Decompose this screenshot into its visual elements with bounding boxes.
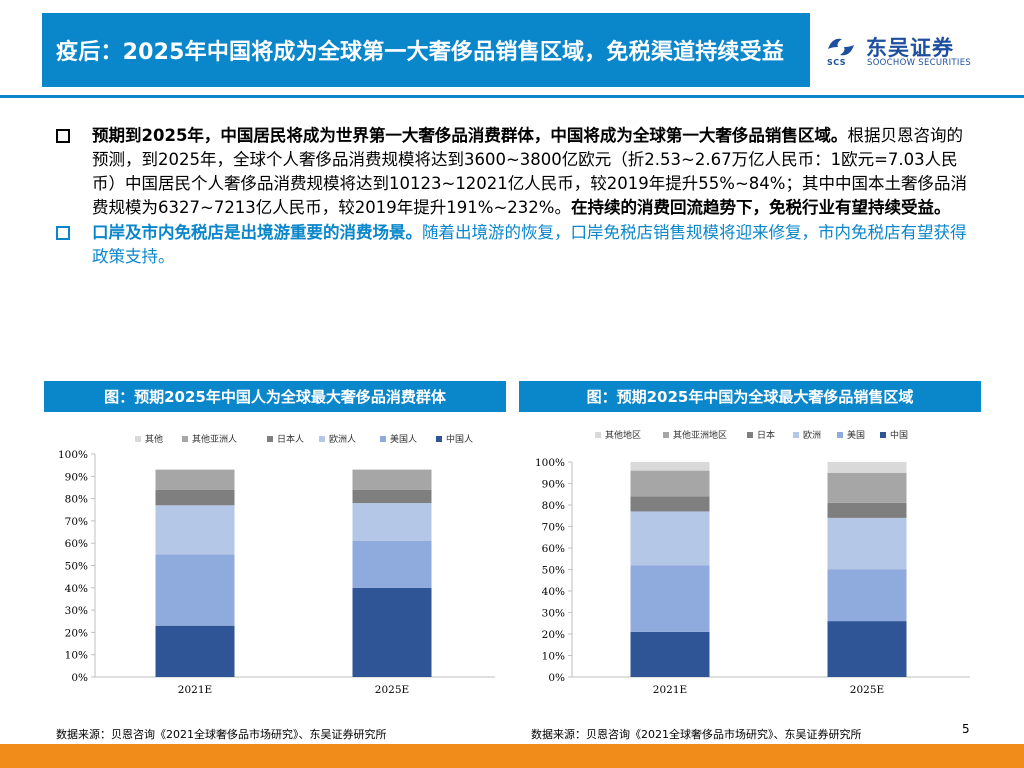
legend-label: 美国人 bbox=[390, 433, 417, 445]
figure-source-right: 数据来源：贝恩咨询《2021全球奢侈品市场研究》、东吴证券研究所 bbox=[531, 728, 862, 741]
bar-segment bbox=[827, 472, 907, 503]
bar-segment bbox=[352, 489, 432, 504]
legend-label: 其他亚洲地区 bbox=[673, 429, 727, 441]
bullet-lead: 预期到2025年，中国居民将成为世界第一大奢侈品消费群体，中国将成为全球第一大奢… bbox=[92, 126, 848, 145]
bar-segment bbox=[352, 503, 432, 541]
logo-name-cn: 东吴证券 bbox=[866, 36, 954, 60]
y-tick-label: 60% bbox=[542, 543, 565, 555]
y-tick-label: 80% bbox=[65, 494, 88, 506]
bullet-item: 口岸及市内免税店是出境游重要的消费场景。随着出境游的恢复，口岸免税店销售规模将迎… bbox=[56, 221, 976, 269]
chart-sales-region: 其他地区 其他亚洲地区 日本 欧洲 美国 中国 0% 10% 20% 30% 40% 50% 60% 70… bbox=[535, 429, 970, 696]
bar-segment bbox=[827, 502, 907, 518]
legend-swatch bbox=[793, 432, 799, 438]
legend-label: 中国 bbox=[890, 429, 908, 441]
page-number: 5 bbox=[962, 722, 970, 736]
figure-title-right: 图：预期2025年中国为全球最大奢侈品销售区域 bbox=[519, 381, 981, 412]
legend-swatch bbox=[380, 436, 386, 442]
company-logo: SCS 东吴证券 SOOCHOW SECURITIES bbox=[822, 30, 1002, 76]
bar-segment bbox=[155, 505, 235, 555]
bar-segment bbox=[155, 489, 235, 506]
bullet-item: 预期到2025年，中国居民将成为世界第一大奢侈品消费群体，中国将成为全球第一大奢… bbox=[56, 124, 976, 220]
bar-segment bbox=[827, 517, 907, 570]
legend-label: 美国 bbox=[847, 429, 865, 441]
bar-segment bbox=[155, 469, 235, 490]
y-tick-label: 90% bbox=[542, 479, 565, 491]
y-tick-label: 70% bbox=[65, 516, 88, 528]
y-tick-label: 30% bbox=[65, 605, 88, 617]
x-tick-label: 2021E bbox=[653, 684, 687, 696]
bar-segment bbox=[352, 587, 432, 677]
bar-segment bbox=[155, 625, 235, 677]
bar-segment bbox=[352, 540, 432, 588]
page-title: 疫后：2025年中国将成为全球第一大奢侈品销售区域，免税渠道持续受益 bbox=[56, 40, 785, 65]
legend-label: 其他 bbox=[145, 433, 163, 445]
legend-swatch bbox=[436, 436, 442, 442]
bar-segment bbox=[630, 470, 710, 497]
legend-swatch bbox=[880, 432, 886, 438]
y-tick-label: 30% bbox=[542, 608, 565, 620]
legend-swatch bbox=[182, 436, 188, 442]
x-tick-label: 2025E bbox=[375, 684, 409, 696]
bullet-body: 随着出境游的恢复，口岸免税店销售规模将迎来修复，市内免税店有望获得政策支持。 bbox=[92, 223, 967, 266]
bar-segment bbox=[827, 462, 907, 473]
y-tick-label: 50% bbox=[65, 561, 88, 573]
legend-swatch bbox=[663, 432, 669, 438]
legend-label: 日本 bbox=[757, 429, 775, 441]
y-tick-label: 40% bbox=[542, 586, 565, 598]
x-tick-label: 2025E bbox=[850, 684, 884, 696]
header-divider bbox=[0, 95, 1024, 98]
bar-segment bbox=[630, 511, 710, 566]
legend-swatch bbox=[837, 432, 843, 438]
bullet-tail: 在持续的消费回流趋势下，免税行业有望持续受益。 bbox=[570, 198, 951, 217]
bullet-list: 预期到2025年，中国居民将成为世界第一大奢侈品消费群体，中国将成为全球第一大奢… bbox=[56, 124, 976, 269]
figure-source-left: 数据来源：贝恩咨询《2021全球奢侈品市场研究》、东吴证券研究所 bbox=[56, 728, 387, 741]
logo-mark-icon bbox=[828, 38, 854, 56]
footer-bar bbox=[0, 744, 1024, 768]
logo-name-en: SOOCHOW SECURITIES bbox=[867, 58, 972, 68]
y-tick-label: 100% bbox=[58, 449, 88, 461]
title-banner: 疫后：2025年中国将成为全球第一大奢侈品销售区域，免税渠道持续受益 bbox=[42, 13, 810, 87]
chart-consumer-nationality: 其他 其他亚洲人 日本人 欧洲人 美国人 中国人 0% 10% 20% 30% 40% 50% 60% 7… bbox=[58, 433, 495, 696]
bar-segment bbox=[352, 469, 432, 490]
y-tick-label: 60% bbox=[65, 538, 88, 550]
checkbox-bullet-icon bbox=[56, 129, 70, 143]
legend-label: 欧洲人 bbox=[329, 433, 356, 445]
legend-swatch bbox=[319, 436, 325, 442]
y-tick-label: 0% bbox=[71, 672, 88, 684]
figure-title-left: 图：预期2025年中国人为全球最大奢侈品消费群体 bbox=[44, 381, 506, 412]
legend-label: 其他地区 bbox=[605, 429, 641, 441]
legend-label: 其他亚洲人 bbox=[192, 433, 237, 445]
y-tick-label: 10% bbox=[65, 650, 88, 662]
y-tick-label: 70% bbox=[542, 522, 565, 534]
y-tick-label: 20% bbox=[542, 629, 565, 641]
x-tick-label: 2021E bbox=[178, 684, 212, 696]
y-tick-label: 80% bbox=[542, 500, 565, 512]
legend-swatch bbox=[267, 436, 273, 442]
y-tick-label: 20% bbox=[65, 627, 88, 639]
bar-segment bbox=[630, 631, 710, 677]
bar-segment bbox=[155, 554, 235, 626]
bullet-body: 根据贝恩咨询的预测，到2025年，全球个人奢侈品消费规模将达到3600~3800… bbox=[92, 126, 967, 217]
legend-swatch bbox=[747, 432, 753, 438]
y-tick-label: 40% bbox=[65, 583, 88, 595]
bar-segment bbox=[827, 621, 907, 677]
legend-swatch bbox=[595, 432, 601, 438]
legend-label: 中国人 bbox=[446, 433, 473, 445]
legend-label: 欧洲 bbox=[803, 429, 821, 441]
checkbox-bullet-icon bbox=[56, 226, 70, 240]
y-tick-label: 0% bbox=[548, 672, 565, 684]
bar-segment bbox=[630, 462, 710, 471]
bar-segment bbox=[630, 496, 710, 512]
bullet-lead: 口岸及市内免税店是出境游重要的消费场景。 bbox=[92, 223, 422, 242]
legend-label: 日本人 bbox=[277, 433, 304, 445]
y-tick-label: 10% bbox=[542, 651, 565, 663]
legend-swatch bbox=[135, 436, 141, 442]
y-tick-label: 50% bbox=[542, 565, 565, 577]
y-tick-label: 100% bbox=[535, 457, 565, 469]
logo-abbr: SCS bbox=[827, 58, 847, 67]
bar-segment bbox=[630, 565, 710, 632]
y-tick-label: 90% bbox=[65, 471, 88, 483]
bar-segment bbox=[827, 569, 907, 622]
